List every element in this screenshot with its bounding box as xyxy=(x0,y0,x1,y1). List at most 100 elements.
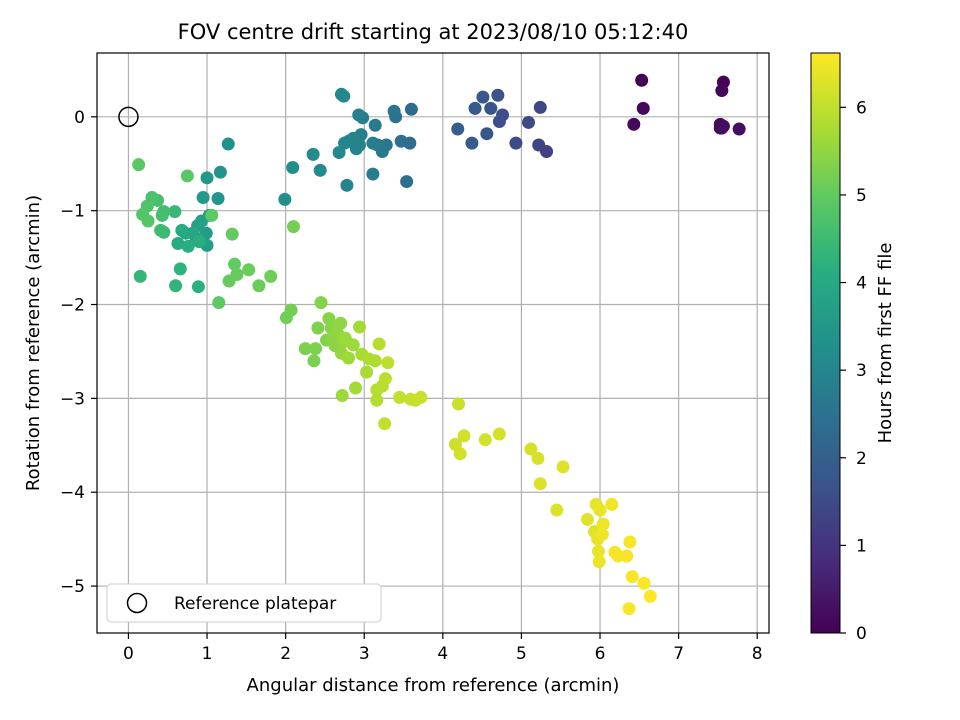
data-point xyxy=(306,147,320,161)
data-point xyxy=(378,372,392,386)
data-point xyxy=(212,296,226,310)
x-axis-label: Angular distance from reference (arcmin) xyxy=(247,675,620,696)
data-point xyxy=(394,134,408,148)
y-tick-label: −2 xyxy=(60,296,85,316)
data-point xyxy=(180,169,194,183)
colorbar-gradient xyxy=(810,52,841,634)
y-tick-label: −4 xyxy=(60,483,85,503)
x-tick-label: 4 xyxy=(437,644,448,664)
colorbar-label: Hours from first FF file xyxy=(875,243,896,444)
y-tick-label: −5 xyxy=(60,577,85,597)
data-point xyxy=(533,100,547,114)
data-point xyxy=(622,602,636,616)
data-point xyxy=(308,342,322,356)
data-point xyxy=(476,90,490,104)
x-tick-label: 0 xyxy=(123,644,134,664)
data-point xyxy=(635,73,649,87)
data-point xyxy=(732,122,746,136)
y-axis-ticks: 0 −1 −2 −3 −4 −5 xyxy=(60,108,97,597)
data-point xyxy=(225,227,239,241)
data-point xyxy=(596,517,610,531)
data-point xyxy=(307,354,321,368)
data-point xyxy=(533,477,547,491)
data-point xyxy=(228,257,242,271)
data-point xyxy=(181,239,195,253)
data-point xyxy=(368,354,382,368)
data-point xyxy=(556,460,570,474)
data-point xyxy=(313,163,327,177)
data-point xyxy=(414,390,428,404)
data-point xyxy=(286,220,300,234)
grid xyxy=(97,53,769,633)
colorbar-tick-label: 5 xyxy=(856,186,867,206)
data-point xyxy=(342,351,356,365)
legend: Reference platepar xyxy=(106,583,382,623)
data-point xyxy=(335,389,349,403)
data-points xyxy=(132,73,746,616)
chart-title: FOV centre drift starting at 2023/08/10 … xyxy=(178,20,689,44)
data-point xyxy=(360,365,374,379)
data-point xyxy=(154,223,168,237)
data-point xyxy=(173,262,187,276)
data-point xyxy=(264,269,278,283)
data-point xyxy=(346,338,360,352)
data-point xyxy=(404,102,418,116)
data-point xyxy=(334,316,348,330)
data-point xyxy=(491,88,505,102)
data-point xyxy=(468,101,482,115)
data-point xyxy=(353,320,367,334)
colorbar-tick-label: 1 xyxy=(856,536,867,556)
x-tick-label: 2 xyxy=(280,644,291,664)
x-tick-label: 1 xyxy=(202,644,213,664)
x-tick-label: 6 xyxy=(595,644,606,664)
data-point xyxy=(211,191,225,205)
data-point xyxy=(366,167,380,181)
colorbar: 0 1 2 3 4 5 6 Hours from first FF file xyxy=(810,52,896,644)
data-point xyxy=(521,115,535,129)
data-point xyxy=(372,337,386,351)
data-point xyxy=(284,303,298,317)
data-point xyxy=(524,442,538,456)
data-point xyxy=(595,527,609,541)
data-point xyxy=(340,178,354,192)
data-point xyxy=(480,127,494,141)
data-point xyxy=(620,549,634,563)
data-point xyxy=(192,235,206,249)
data-point xyxy=(191,280,205,294)
data-point xyxy=(141,214,155,228)
y-tick-label: −1 xyxy=(60,202,85,222)
data-point xyxy=(381,356,395,370)
data-point xyxy=(400,175,414,189)
plot-frame xyxy=(96,52,770,634)
data-point xyxy=(196,191,210,205)
data-point xyxy=(636,101,650,115)
data-point xyxy=(627,117,641,131)
legend-label: Reference platepar xyxy=(174,594,336,614)
data-point xyxy=(593,503,607,517)
data-point xyxy=(451,122,465,136)
data-point xyxy=(366,136,380,150)
data-point xyxy=(532,138,546,152)
legend-box xyxy=(106,583,382,623)
legend-marker xyxy=(126,592,148,614)
data-point xyxy=(352,108,366,122)
data-point xyxy=(221,137,235,151)
data-point xyxy=(453,447,467,461)
data-point xyxy=(334,87,348,101)
data-point xyxy=(370,393,384,407)
data-point xyxy=(591,544,605,558)
data-point xyxy=(605,497,619,511)
data-point xyxy=(213,165,227,179)
data-point xyxy=(298,342,312,356)
data-point xyxy=(492,427,506,441)
data-point xyxy=(252,279,266,293)
colorbar-tick-label: 3 xyxy=(856,361,867,381)
data-point xyxy=(200,171,214,185)
colorbar-tick-label: 2 xyxy=(856,449,867,469)
x-tick-label: 5 xyxy=(516,644,527,664)
x-tick-label: 7 xyxy=(673,644,684,664)
data-point xyxy=(387,104,401,118)
y-tick-label: 0 xyxy=(74,108,85,128)
data-point xyxy=(478,433,492,447)
data-point xyxy=(314,296,328,310)
